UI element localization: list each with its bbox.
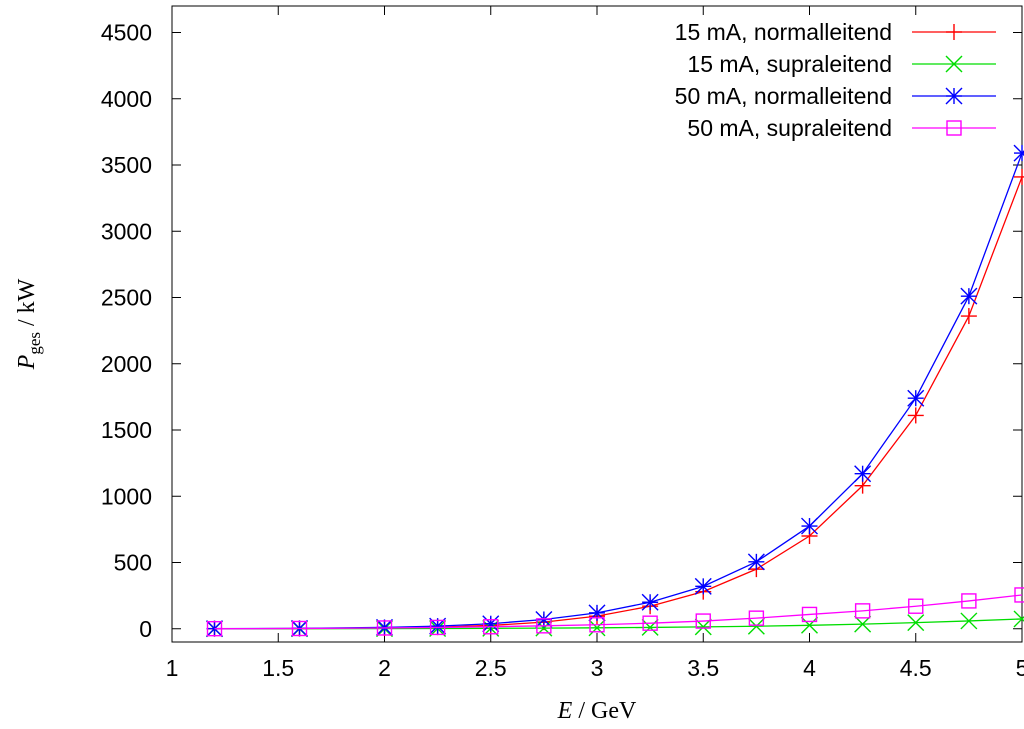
x-axis-separator: / bbox=[572, 698, 591, 724]
y-axis-subscript: ges bbox=[25, 332, 44, 355]
series-3 bbox=[206, 144, 1024, 638]
data-point bbox=[960, 287, 978, 305]
x-tick-label: 4.5 bbox=[900, 655, 932, 681]
x-axis-unit: GeV bbox=[591, 698, 637, 724]
x-axis-title: E / GeV bbox=[557, 698, 637, 724]
x-tick-label: 2.5 bbox=[475, 655, 507, 681]
series-line bbox=[214, 152, 1023, 630]
data-point bbox=[291, 620, 308, 637]
data-point bbox=[641, 618, 659, 636]
data-point bbox=[1014, 168, 1024, 185]
x-tick-label: 3 bbox=[591, 655, 604, 681]
y-tick-label: 2000 bbox=[101, 351, 152, 377]
x-tick-label: 1 bbox=[166, 655, 179, 681]
data-point bbox=[695, 613, 711, 629]
data-point bbox=[1014, 587, 1024, 603]
legend: 15 mA, normalleitend 15 mA, supraleitend 5… bbox=[675, 19, 996, 141]
y-tick-label: 4500 bbox=[101, 20, 152, 46]
axis-ticks: 1 1.5 2 2.5 3 3.5 4 4.5 5 0 500 1000 1500 2000 2500 300… bbox=[101, 6, 1024, 681]
legend-entry: 50 mA, normalleitend bbox=[675, 83, 996, 109]
data-point bbox=[854, 603, 871, 619]
x-tick-label: 2 bbox=[378, 655, 391, 681]
data-point bbox=[642, 615, 658, 631]
y-tick-label: 1500 bbox=[101, 417, 152, 443]
data-point bbox=[694, 577, 712, 595]
data-point bbox=[960, 308, 977, 325]
series-1 bbox=[206, 168, 1024, 637]
x-tick-label: 3.5 bbox=[687, 655, 719, 681]
x-tick-label: 1.5 bbox=[262, 655, 294, 681]
data-point bbox=[376, 620, 393, 636]
data-point bbox=[961, 593, 977, 609]
data-point bbox=[801, 517, 818, 535]
legend-label: 50 mA, supraleitend bbox=[687, 115, 892, 141]
series-line bbox=[214, 594, 1023, 630]
data-point bbox=[747, 553, 765, 571]
data-point bbox=[1013, 610, 1024, 628]
data-point bbox=[960, 612, 978, 630]
data-point bbox=[908, 598, 924, 614]
data-point bbox=[1013, 144, 1024, 162]
series-4 bbox=[206, 587, 1024, 637]
y-tick-label: 3500 bbox=[101, 152, 152, 178]
y-axis-title: Pges / kW bbox=[14, 278, 44, 370]
legend-marker bbox=[945, 55, 963, 73]
legend-marker bbox=[945, 87, 963, 105]
x-tick-label: 5 bbox=[1016, 655, 1024, 681]
y-tick-label: 500 bbox=[114, 550, 152, 576]
data-point bbox=[801, 606, 818, 623]
data-point bbox=[429, 619, 446, 636]
data-point bbox=[747, 617, 765, 635]
data-point bbox=[206, 620, 223, 637]
legend-label: 50 mA, normalleitend bbox=[675, 83, 892, 109]
data-point bbox=[536, 618, 552, 634]
data-point bbox=[641, 593, 659, 611]
data-point bbox=[854, 465, 872, 483]
data-point bbox=[907, 389, 925, 407]
y-tick-label: 2500 bbox=[101, 285, 152, 311]
y-tick-label: 4000 bbox=[101, 86, 152, 112]
y-axis-variable: P bbox=[14, 354, 40, 370]
legend-marker bbox=[946, 24, 962, 40]
data-point bbox=[589, 617, 605, 633]
data-point bbox=[482, 615, 500, 633]
legend-marker bbox=[946, 120, 962, 136]
data-point bbox=[907, 407, 924, 424]
y-axis-separator: / bbox=[14, 313, 40, 332]
y-axis-unit: kW bbox=[14, 278, 40, 313]
data-point bbox=[907, 614, 925, 632]
legend-entry: 50 mA, supraleitend bbox=[687, 115, 996, 141]
y-tick-label: 0 bbox=[139, 616, 152, 642]
legend-label: 15 mA, supraleitend bbox=[687, 51, 892, 77]
data-point bbox=[483, 619, 499, 635]
y-tick-label: 3000 bbox=[101, 218, 152, 244]
series-line bbox=[214, 176, 1023, 630]
data-point bbox=[588, 619, 606, 637]
x-tick-label: 4 bbox=[803, 655, 816, 681]
data-point bbox=[801, 616, 818, 634]
data-point bbox=[854, 615, 872, 633]
plot-frame bbox=[171, 5, 1023, 643]
data-point bbox=[748, 610, 765, 626]
legend-label: 15 mA, normalleitend bbox=[675, 19, 892, 45]
legend-entry: 15 mA, normalleitend bbox=[675, 19, 996, 45]
legend-entry: 15 mA, supraleitend bbox=[687, 51, 996, 77]
series-layer bbox=[206, 144, 1024, 638]
x-axis-variable: E bbox=[557, 698, 573, 724]
y-tick-label: 1000 bbox=[101, 483, 152, 509]
